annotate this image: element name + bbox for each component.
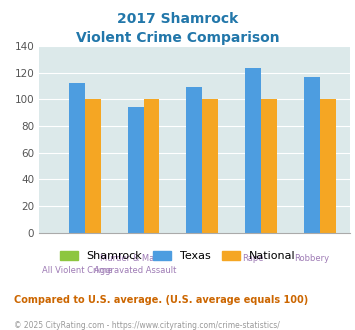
Bar <box>304 77 320 233</box>
Bar <box>128 108 143 233</box>
Bar <box>186 87 202 233</box>
Text: Murder & Mans...: Murder & Mans... <box>100 254 171 263</box>
Bar <box>320 99 335 233</box>
Bar <box>202 99 218 233</box>
Bar <box>245 68 261 233</box>
Text: Rape: Rape <box>242 254 264 263</box>
Bar <box>261 99 277 233</box>
Text: Compared to U.S. average. (U.S. average equals 100): Compared to U.S. average. (U.S. average … <box>14 295 308 305</box>
Text: © 2025 CityRating.com - https://www.cityrating.com/crime-statistics/: © 2025 CityRating.com - https://www.city… <box>14 321 280 330</box>
Text: 2017 Shamrock: 2017 Shamrock <box>117 12 238 25</box>
Text: Robbery: Robbery <box>294 254 329 263</box>
Text: All Violent Crime: All Violent Crime <box>42 266 112 275</box>
Bar <box>143 99 159 233</box>
Bar <box>85 99 101 233</box>
Legend: Shamrock, Texas, National: Shamrock, Texas, National <box>55 247 300 266</box>
Bar <box>69 83 85 233</box>
Text: Violent Crime Comparison: Violent Crime Comparison <box>76 31 279 45</box>
Text: Aggravated Assault: Aggravated Assault <box>94 266 177 275</box>
